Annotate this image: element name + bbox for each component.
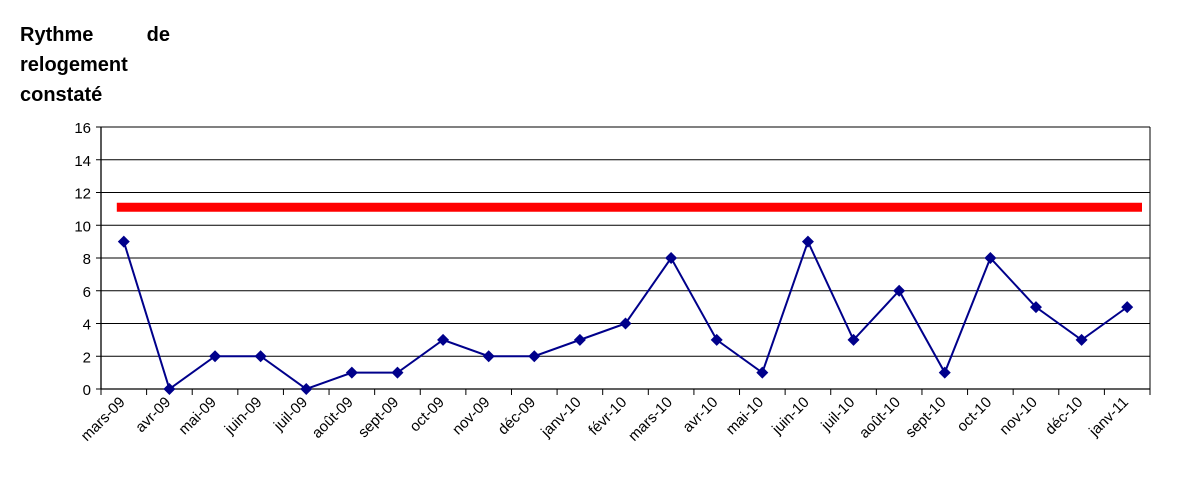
- y-tick-label: 6: [83, 284, 91, 301]
- data-point-marker: [847, 333, 860, 346]
- data-point-marker: [391, 366, 404, 379]
- x-tick-label: août-10: [856, 394, 904, 442]
- data-point-marker: [300, 383, 313, 395]
- chart-title: Rythme de relogement constaté: [20, 24, 170, 106]
- data-point-marker: [254, 350, 267, 363]
- data-point-marker: [573, 333, 586, 346]
- x-tick-label: févr-10: [585, 394, 630, 439]
- y-tick-label: 14: [74, 153, 91, 170]
- x-tick-label: avr-09: [132, 394, 174, 436]
- x-tick-label: mai-09: [175, 394, 219, 438]
- x-tick-label: janv-11: [1085, 394, 1132, 441]
- y-axis-ticks: 0 2 4 6 8 10 12 14 16: [74, 120, 91, 399]
- data-point-marker: [437, 333, 450, 346]
- series-line: [122, 238, 1128, 391]
- y-tick-label: 0: [83, 382, 91, 399]
- x-tick-label: mars-10: [625, 394, 676, 445]
- y-tick-label: 16: [74, 120, 91, 137]
- data-point-marker: [1121, 301, 1134, 314]
- data-point-marker: [938, 366, 951, 379]
- y-tick-label: 12: [74, 186, 91, 203]
- data-point-marker: [893, 284, 906, 297]
- x-tick-label: nov-09: [449, 394, 493, 438]
- data-point-marker: [710, 333, 723, 346]
- x-tick-label: sept-10: [902, 394, 949, 441]
- series-group: [117, 235, 1134, 395]
- data-point-marker: [619, 317, 632, 330]
- data-point-marker: [345, 366, 358, 379]
- data-point-marker: [665, 252, 678, 264]
- x-axis-ticks: mars-09 avr-09 mai-09 juin-09 juil-09août-09…: [78, 394, 1132, 445]
- x-tick-label: juil-10: [817, 394, 858, 435]
- x-tick-label: oct-10: [954, 394, 996, 436]
- x-tick-label: sept-09: [355, 394, 402, 441]
- data-point-marker: [1029, 301, 1042, 314]
- data-point-marker: [801, 235, 814, 248]
- data-point-marker: [482, 350, 495, 363]
- x-tick-label: mars-09: [78, 394, 129, 445]
- y-tick-label: 2: [83, 349, 91, 366]
- gridlines: [101, 126, 1150, 357]
- data-point-marker: [209, 350, 222, 363]
- x-tick-label: janv-10: [537, 394, 585, 442]
- y-tick-label: 4: [83, 317, 91, 334]
- x-tick-label: nov-10: [996, 394, 1040, 438]
- y-tick-label: 8: [83, 251, 91, 268]
- x-tick-label: déc-10: [1042, 394, 1086, 438]
- data-point-marker: [984, 252, 997, 264]
- x-tick-label: oct-09: [406, 394, 448, 436]
- data-point-marker: [163, 383, 176, 395]
- x-tick-label: mai-10: [723, 394, 767, 438]
- x-tick-label: juin-09: [221, 394, 266, 439]
- data-point-marker: [756, 366, 769, 379]
- x-tick-label: août-09: [309, 394, 357, 442]
- data-point-marker: [117, 235, 130, 248]
- x-tick-label: avr-10: [679, 394, 721, 436]
- x-tick-label: juil-09: [270, 394, 311, 435]
- axes: [96, 126, 1151, 395]
- data-point-marker: [1075, 333, 1088, 346]
- x-tick-label: déc-09: [495, 394, 539, 438]
- y-tick-label: 10: [74, 218, 91, 235]
- data-point-marker: [528, 350, 541, 363]
- x-tick-label: juin-10: [768, 394, 813, 439]
